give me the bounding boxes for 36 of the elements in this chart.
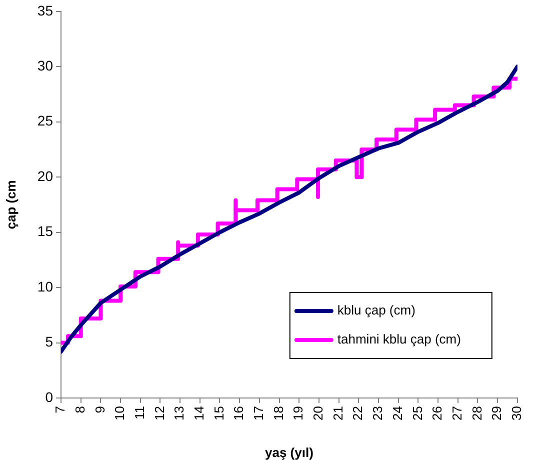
x-tick-label: 16: [231, 406, 246, 420]
legend-label: tahmini kblu çap (cm): [337, 332, 461, 347]
x-tick-label: 25: [410, 406, 425, 420]
x-tick-label: 18: [270, 406, 286, 420]
legend-label: kblu çap (cm): [337, 302, 416, 318]
x-tick-label: 17: [251, 406, 266, 420]
y-axis-title: çap (cm: [3, 180, 18, 230]
x-tick-label: 23: [370, 406, 386, 420]
y-tick-label: 5: [45, 334, 54, 350]
y-tick-label: 10: [37, 278, 54, 294]
y-tick-label: 30: [37, 57, 54, 74]
x-tick-label: 11: [132, 406, 147, 420]
x-tick-label: 22: [350, 406, 366, 420]
x-tick-label: 28: [469, 406, 484, 420]
x-tick-label: 27: [449, 406, 464, 420]
x-tick-label: 26: [430, 406, 445, 420]
x-tick-label: 13: [172, 406, 187, 420]
x-tick-label: 24: [390, 406, 405, 420]
x-tick-label: 15: [211, 406, 226, 420]
x-tick-label: 29: [489, 406, 504, 420]
y-tick-label: 35: [37, 2, 54, 18]
x-tick-label: 10: [112, 406, 128, 420]
y-tick-label: 20: [37, 168, 54, 184]
y-tick-label: 25: [37, 112, 54, 129]
x-axis-title: yaş (yıl): [264, 444, 314, 460]
x-tick-label: 21: [330, 406, 346, 420]
x-tick-label: 30: [508, 406, 524, 420]
y-tick-label: 15: [37, 223, 54, 240]
x-tick-label: 7: [52, 406, 68, 414]
x-tick-label: 20: [310, 406, 326, 420]
x-tick-label: 19: [290, 406, 306, 420]
x-tick-label: 8: [72, 406, 88, 414]
x-tick-label: 14: [191, 406, 206, 420]
x-tick-label: 12: [152, 406, 167, 420]
x-tick-label: 9: [92, 406, 108, 414]
y-tick-label: 0: [45, 388, 54, 405]
